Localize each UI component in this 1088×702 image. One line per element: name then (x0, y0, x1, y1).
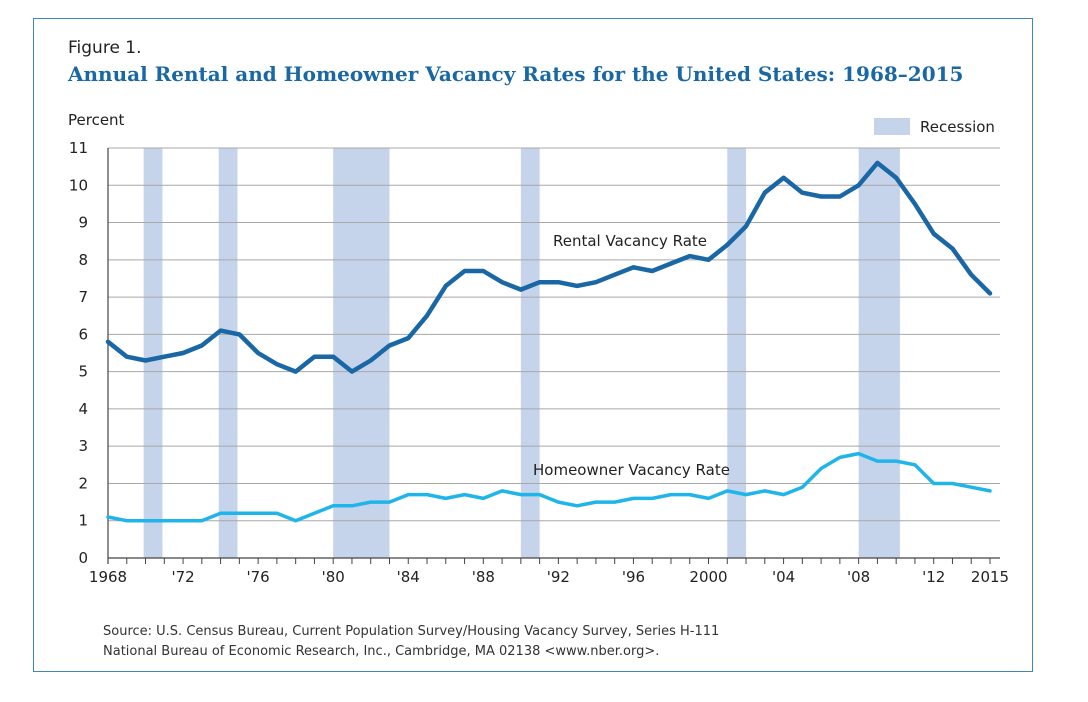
x-tick-label: 2015 (971, 568, 1009, 586)
x-tick-label: '80 (322, 568, 345, 586)
x-tick-label: '12 (922, 568, 945, 586)
x-tick-label: '88 (472, 568, 495, 586)
rental-series-label: Rental Vacancy Rate (553, 232, 707, 250)
y-axis-label: Percent (68, 111, 125, 129)
x-tick-label: '96 (622, 568, 645, 586)
series-line-1 (106, 451, 992, 523)
x-tick-label: '04 (772, 568, 795, 586)
y-tick-label: 4 (78, 400, 88, 418)
x-tick-label: '84 (397, 568, 420, 586)
source-note: Source: U.S. Census Bureau, Current Popu… (103, 622, 719, 662)
y-tick-label: 2 (78, 474, 88, 492)
recession-band-0 (143, 148, 163, 558)
x-tick-label: 1968 (89, 568, 127, 586)
y-tick-label: 6 (78, 325, 88, 343)
figure-frame (33, 18, 1033, 672)
homeowner-series-label: Homeowner Vacancy Rate (533, 461, 730, 479)
x-tick-label: '76 (247, 568, 270, 586)
source-line-1: Source: U.S. Census Bureau, Current Popu… (103, 624, 720, 639)
figure-title: Annual Rental and Homeowner Vacancy Rate… (68, 62, 964, 86)
y-tick-label: 0 (78, 549, 88, 567)
x-tick-label: '08 (847, 568, 870, 586)
y-tick-label: 8 (78, 251, 88, 269)
y-tick-label: 3 (78, 437, 88, 455)
recession-band-1 (218, 148, 238, 558)
recession-band-5 (858, 148, 900, 558)
recession-band-4 (727, 148, 747, 558)
x-tick-label: 2000 (689, 568, 727, 586)
series-line-0 (105, 160, 993, 374)
y-tick-label: 10 (69, 176, 88, 194)
x-tick-label: '72 (171, 568, 194, 586)
legend-swatch (874, 118, 910, 135)
y-tick-label: 1 (78, 512, 88, 530)
y-tick-label: 9 (78, 214, 88, 232)
legend-label: Recession (920, 118, 995, 136)
x-tick-label: '92 (547, 568, 570, 586)
y-tick-label: 5 (78, 363, 88, 381)
y-tick-label: 11 (69, 139, 88, 157)
y-tick-label: 7 (78, 288, 88, 306)
source-line-2: National Bureau of Economic Research, In… (103, 644, 660, 659)
recession-band-3 (520, 148, 540, 558)
figure-label: Figure 1. (68, 38, 142, 58)
